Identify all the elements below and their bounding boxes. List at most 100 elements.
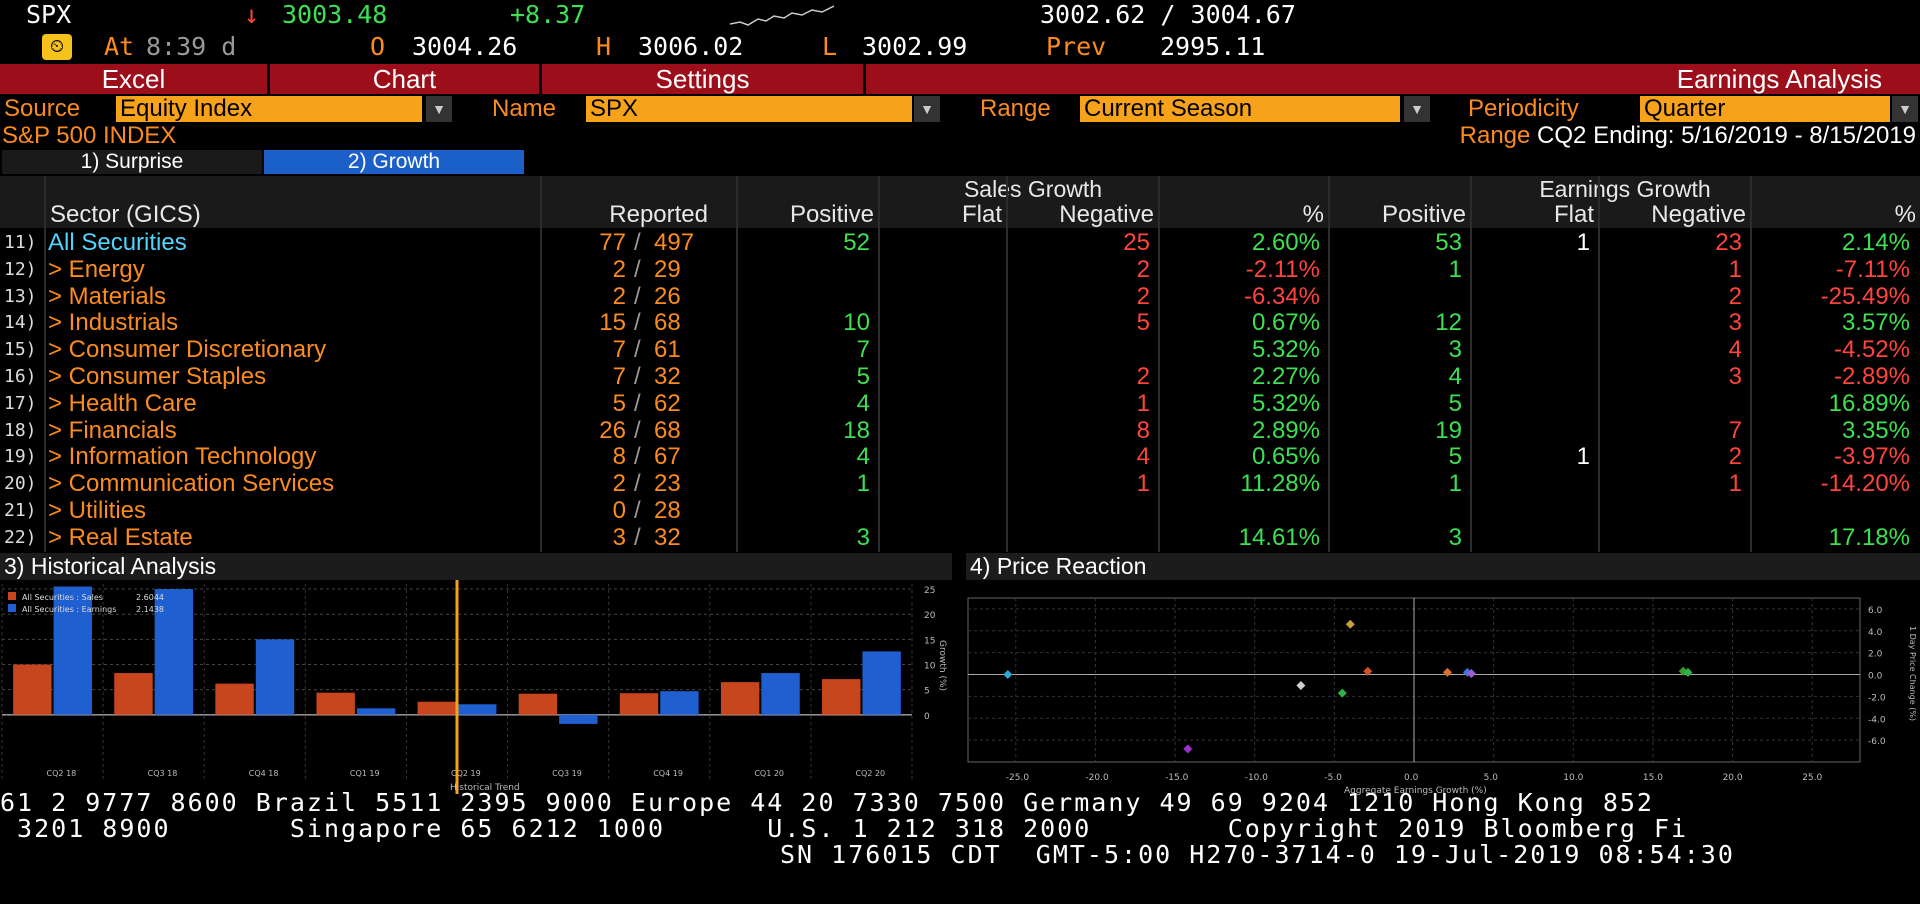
- table-row[interactable]: 13) > Materials 2 / 26 2 -6.34% 2 -25.49%: [0, 283, 1920, 310]
- row-reported-slash: /: [634, 363, 641, 390]
- table-row[interactable]: 21) > Utilities 0 / 28: [0, 497, 1920, 524]
- row-earnings-positive: 5: [1448, 389, 1462, 417]
- row-sales-positive: 1: [856, 470, 870, 498]
- source-label: Source: [4, 95, 81, 122]
- range-dropdown-icon[interactable]: ▼: [1404, 96, 1430, 122]
- sparkline-icon: [730, 5, 834, 26]
- historical-panel-title[interactable]: 3) Historical Analysis: [0, 553, 952, 580]
- earnings-bar: [559, 714, 598, 724]
- table-row[interactable]: 20) > Communication Services 2 / 23 1 1 11.28% 1…: [0, 470, 1920, 497]
- range-field[interactable]: Current Season: [1080, 96, 1400, 122]
- row-sector-name[interactable]: > Real Estate: [48, 523, 193, 551]
- row-sector-name[interactable]: > Information Technology: [48, 443, 317, 471]
- source-field[interactable]: Equity Index: [116, 96, 422, 122]
- scatter-point: [1466, 668, 1476, 678]
- header-earnings-flat[interactable]: Flat: [1472, 202, 1598, 228]
- price-panel-title[interactable]: 4) Price Reaction: [966, 553, 1920, 580]
- y-tick-label: 5: [924, 687, 930, 697]
- row-sales-negative: 1: [1136, 389, 1150, 417]
- name-label: Name: [492, 95, 557, 122]
- scatter-point: [1363, 666, 1373, 676]
- table-row[interactable]: 19) > Information Technology 8 / 67 4 4 0.65% 5 1…: [0, 443, 1920, 470]
- row-reported: 7: [612, 336, 626, 364]
- row-earnings-pct: 17.18%: [1828, 523, 1910, 551]
- alert-icon[interactable]: ⏲: [42, 34, 72, 60]
- row-number: 13): [4, 285, 37, 307]
- row-sector-name[interactable]: > Financials: [48, 416, 177, 444]
- scatter-point: [1462, 667, 1472, 677]
- row-total: 61: [654, 336, 681, 364]
- row-sales-negative: 2: [1136, 363, 1150, 390]
- range-label: Range: [980, 95, 1051, 122]
- row-reported-slash: /: [634, 443, 641, 471]
- row-reported: 77: [599, 229, 626, 256]
- table-row[interactable]: 11) All Securities 77 / 497 52 25 2.60% 53 1 23 2.1…: [0, 229, 1920, 256]
- settings-button[interactable]: Settings: [542, 64, 866, 94]
- header-earnings-pct[interactable]: %: [1752, 202, 1920, 228]
- row-sector-name[interactable]: > Health Care: [48, 389, 197, 417]
- x-tick-label: 0.0: [1404, 773, 1419, 783]
- header-earnings-negative[interactable]: Negative: [1600, 202, 1750, 228]
- source-dropdown-icon[interactable]: ▼: [426, 96, 452, 122]
- periodicity-dropdown-icon[interactable]: ▼: [1892, 96, 1918, 122]
- table-row[interactable]: 22) > Real Estate 3 / 32 3 14.61% 3 17.18%: [0, 524, 1920, 551]
- header-sector[interactable]: Sector (GICS): [46, 202, 540, 228]
- header-sales-positive[interactable]: Positive: [738, 202, 878, 228]
- header-reported[interactable]: Reported: [542, 202, 736, 228]
- row-reported-slash: /: [634, 497, 641, 524]
- row-earnings-positive: 4: [1448, 363, 1462, 390]
- row-earnings-pct: -4.52%: [1833, 336, 1910, 364]
- row-sector-name[interactable]: > Communication Services: [48, 470, 335, 498]
- row-reported-slash: /: [634, 336, 641, 364]
- row-number: 12): [4, 258, 37, 280]
- divider: [44, 176, 46, 552]
- row-sector-name[interactable]: All Securities: [48, 229, 187, 256]
- x-tick-label: 20.0: [1723, 773, 1743, 783]
- row-reported: 5: [612, 389, 626, 417]
- chart-button[interactable]: Chart: [270, 64, 542, 94]
- row-sector-name[interactable]: > Energy: [48, 255, 145, 283]
- table-row[interactable]: 18) > Financials 26 / 68 18 8 2.89% 19 7 3.35%: [0, 417, 1920, 444]
- row-reported: 15: [599, 309, 626, 337]
- table-row[interactable]: 15) > Consumer Discretionary 7 / 61 7 5.32% 3 4 -…: [0, 336, 1920, 363]
- high-label: H: [596, 32, 612, 61]
- divider: [1328, 176, 1330, 552]
- table-row[interactable]: 12) > Energy 2 / 29 2 -2.11% 1 1 -7.11%: [0, 256, 1920, 283]
- header-sales-flat[interactable]: Flat: [880, 202, 1006, 228]
- table-row[interactable]: 14) > Industrials 15 / 68 10 5 0.67% 12 3 3.57%: [0, 309, 1920, 336]
- row-sector-name[interactable]: > Industrials: [48, 309, 179, 337]
- ticker[interactable]: SPX: [26, 0, 72, 29]
- row-sector-name[interactable]: > Materials: [48, 282, 167, 310]
- row-total: 32: [654, 523, 681, 551]
- periodicity-field[interactable]: Quarter: [1640, 96, 1890, 122]
- table-row[interactable]: 17) > Health Care 5 / 62 4 1 5.32% 5 16.89%: [0, 390, 1920, 417]
- header-sales-negative[interactable]: Negative: [1008, 202, 1158, 228]
- historical-chart[interactable]: 0 5 10 15 20 25 CQ2 18 CQ3 18 CQ4 18 CQ1 19 CQ2 19…: [0, 580, 952, 798]
- row-sector-name[interactable]: > Consumer Staples: [48, 363, 267, 390]
- x-tick-label: CQ4 18: [249, 769, 279, 778]
- scatter-point: [1183, 744, 1193, 754]
- price-reaction-chart[interactable]: -25.0 -20.0 -15.0 -10.0 -5.0 0.0 5.0 10.0 15.0 20…: [966, 596, 1920, 796]
- row-sector-name[interactable]: > Consumer Discretionary: [48, 336, 327, 364]
- open-value: 3004.26: [412, 32, 518, 61]
- row-earnings-positive: 3: [1448, 336, 1462, 364]
- scatter-point: [1683, 667, 1693, 677]
- tab-growth[interactable]: 2) Growth: [264, 150, 524, 174]
- header-sales-pct[interactable]: %: [1160, 202, 1328, 228]
- excel-button[interactable]: Excel: [0, 64, 270, 94]
- bid-ask: 3002.62 / 3004.67: [1040, 0, 1296, 29]
- row-sector-name[interactable]: > Utilities: [48, 497, 147, 524]
- legend-swatch: [8, 604, 16, 612]
- earnings-group-header: Earnings Growth: [1330, 176, 1920, 202]
- row-number: 14): [4, 312, 37, 334]
- table-row[interactable]: 16) > Consumer Staples 7 / 32 5 2 2.27% 4 3 -2.89%: [0, 363, 1920, 390]
- name-field[interactable]: SPX: [586, 96, 912, 122]
- sales-group-header: Sales Growth: [738, 176, 1328, 202]
- row-earnings-negative: 1: [1728, 255, 1742, 283]
- tab-surprise[interactable]: 1) Surprise: [2, 150, 262, 174]
- sales-bar: [619, 693, 659, 715]
- header-earnings-positive[interactable]: Positive: [1330, 202, 1470, 228]
- last-price: 3003.48: [282, 0, 388, 29]
- scatter-point: [1345, 619, 1355, 629]
- name-dropdown-icon[interactable]: ▼: [914, 96, 940, 122]
